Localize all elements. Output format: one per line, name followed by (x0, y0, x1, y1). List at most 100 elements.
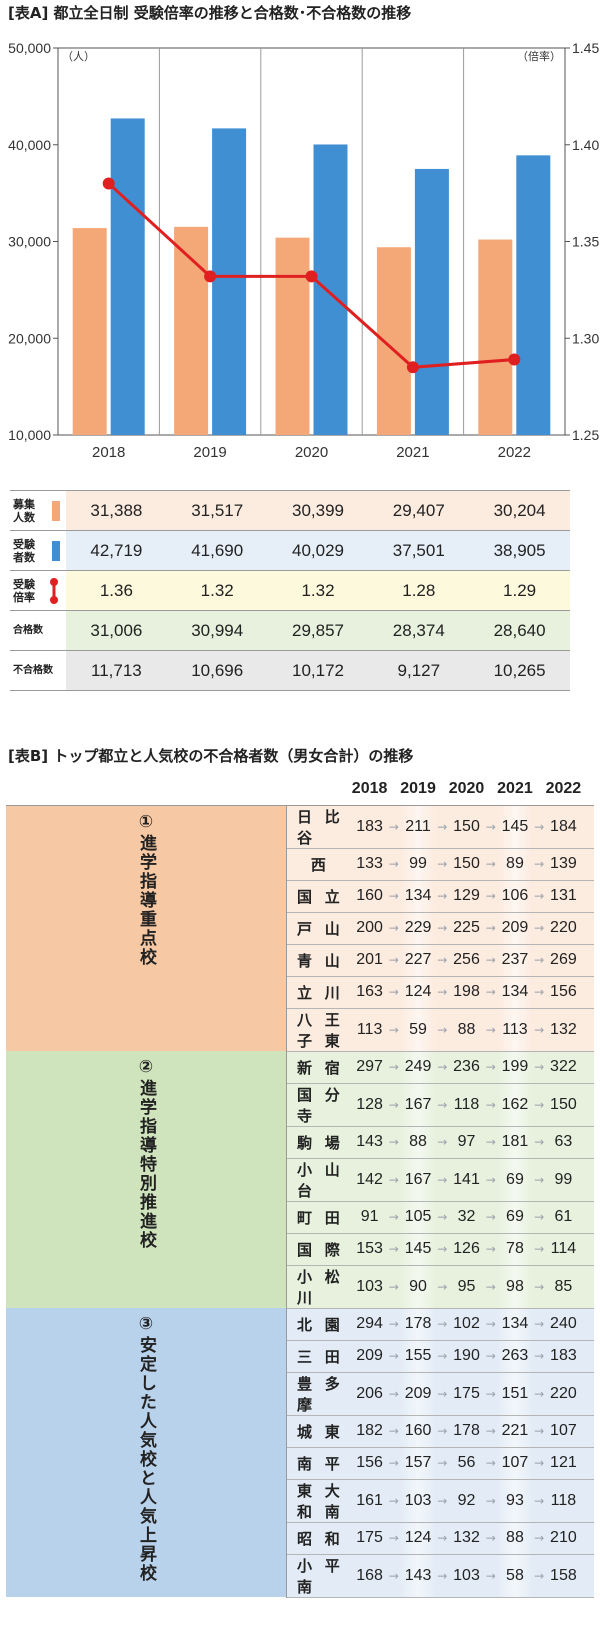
rejected-count: 32 (448, 1201, 485, 1234)
rejected-count: 107 (545, 1415, 582, 1448)
trend-arrow: → (484, 1083, 498, 1127)
row-label-line: 者数 (13, 550, 35, 564)
row-label: 募集 人数 (10, 490, 66, 531)
rejected-count: 58 (497, 1554, 533, 1598)
trend-arrow: → (484, 1479, 498, 1523)
year-header: 2021 (497, 773, 533, 806)
trend-arrow: → (387, 1340, 401, 1373)
row-pad (581, 1554, 594, 1598)
trend-arrow: → (532, 1158, 546, 1202)
trend-arrow: → (387, 1372, 401, 1416)
row-pad (581, 1201, 594, 1234)
ratio-point (508, 353, 521, 366)
y-left-tick-label: 50,000 (8, 40, 51, 56)
trend-arrow: → (484, 976, 498, 1009)
ratio-point (305, 270, 318, 283)
table-a-cell: 41,690 (166, 530, 268, 571)
trend-arrow: → (387, 1415, 401, 1448)
rejected-count: 118 (545, 1479, 582, 1523)
table-a-cell: 30,994 (166, 610, 268, 651)
rejected-count: 105 (400, 1201, 436, 1234)
rejected-count: 131 (545, 880, 582, 913)
trend-arrow: → (435, 1008, 449, 1052)
rejected-count: 107 (497, 1447, 533, 1480)
school-name: 青山 (286, 944, 352, 977)
rejected-count: 168 (351, 1554, 388, 1598)
x-tick-label: 2022 (498, 444, 531, 461)
table-a-cell: 40,029 (267, 530, 369, 571)
header-spacer (532, 773, 546, 806)
row-label-line: 不合格数 (13, 665, 53, 676)
table-a-cell: 42,719 (66, 530, 167, 571)
rejected-count: 145 (497, 805, 533, 849)
row-pad (581, 1008, 594, 1052)
table-a-cell: 1.32 (166, 570, 268, 611)
rejected-count: 322 (545, 1051, 582, 1084)
school-row: 小山台 142 → 167 → 141 → 69 → 99 (6, 1158, 594, 1202)
trend-arrow: → (484, 1372, 498, 1416)
row-pad (581, 1447, 594, 1480)
bar-applicants (110, 118, 145, 436)
y-right-unit: （倍率） (517, 49, 561, 63)
table-a-cell: 10,696 (166, 650, 268, 691)
trend-arrow: → (435, 805, 449, 849)
trend-arrow: → (532, 1126, 546, 1159)
ratio-point (406, 361, 419, 374)
rejected-count: 113 (497, 1008, 533, 1052)
group-label-text: ①進学指導重点校 (136, 811, 156, 967)
rejected-count: 175 (448, 1372, 485, 1416)
table-a-cell: 1.28 (368, 570, 470, 611)
table-a-cell: 11,713 (66, 650, 167, 691)
rejected-count: 63 (545, 1126, 582, 1159)
trend-arrow: → (484, 912, 498, 945)
table-a-cell: 28,640 (469, 610, 570, 651)
trend-arrow: → (532, 848, 546, 881)
header-blank (286, 773, 352, 806)
rejected-count: 132 (545, 1008, 582, 1052)
rejected-count: 103 (448, 1554, 485, 1598)
rejected-count: 153 (351, 1233, 388, 1266)
school-name: 小平南 (286, 1554, 352, 1598)
header-blank (581, 773, 594, 806)
header-spacer (484, 773, 498, 806)
row-pad (581, 880, 594, 913)
school-name: 八王子東 (286, 1008, 352, 1052)
school-name: 立川 (286, 976, 352, 1009)
rejected-count: 59 (400, 1008, 436, 1052)
school-name: 城東 (286, 1415, 352, 1448)
table-a-cell: 9,127 (368, 650, 470, 691)
group-label-text: ②進学指導特別推進校 (136, 1057, 156, 1250)
table-a-row: 不合格数 11,713 10,696 10,172 9,127 10,265 (10, 650, 570, 691)
trend-arrow: → (435, 944, 449, 977)
rejected-count: 225 (448, 912, 485, 945)
group-label-text: ③安定した人気校と人気上昇校 (136, 1314, 156, 1583)
school-row: 八王子東 113 → 59 → 88 → 113 → 132 (6, 1008, 594, 1052)
trend-arrow: → (387, 805, 401, 849)
trend-arrow: → (387, 1008, 401, 1052)
ratio-point (204, 270, 217, 283)
school-name: 国際 (286, 1233, 352, 1266)
school-row: 南平 156 → 157 → 56 → 107 → 121 (6, 1447, 594, 1480)
row-pad (581, 1083, 594, 1127)
rejected-count: 145 (400, 1233, 436, 1266)
rejected-count: 256 (448, 944, 485, 977)
rejected-count: 210 (545, 1522, 582, 1555)
chart-a: 10,000 20,000 30,000 40,000 50,000 1.25 1.30 1.… (8, 40, 599, 472)
x-tick-label: 2018 (92, 444, 125, 461)
y-left-tick-label: 30,000 (8, 234, 51, 250)
school-row: 戸山 200 → 229 → 225 → 209 → 220 (6, 912, 594, 945)
school-name: 新宿 (286, 1051, 352, 1084)
school-row: 小平南 168 → 143 → 103 → 58 → 158 (6, 1554, 594, 1598)
trend-arrow: → (435, 1447, 449, 1480)
rejected-count: 178 (448, 1415, 485, 1448)
header-spacer (435, 773, 449, 806)
school-row: 豊多摩 206 → 209 → 175 → 151 → 220 (6, 1372, 594, 1416)
year-header: 2020 (448, 773, 485, 806)
school-name: 東大和南 (286, 1479, 352, 1523)
y-left-tick-label: 40,000 (8, 137, 51, 153)
y-right-tick-label: 1.35 (572, 234, 599, 250)
row-pad (581, 848, 594, 881)
header-spacer (387, 773, 401, 806)
rejected-count: 78 (497, 1233, 533, 1266)
rejected-count: 162 (497, 1083, 533, 1127)
